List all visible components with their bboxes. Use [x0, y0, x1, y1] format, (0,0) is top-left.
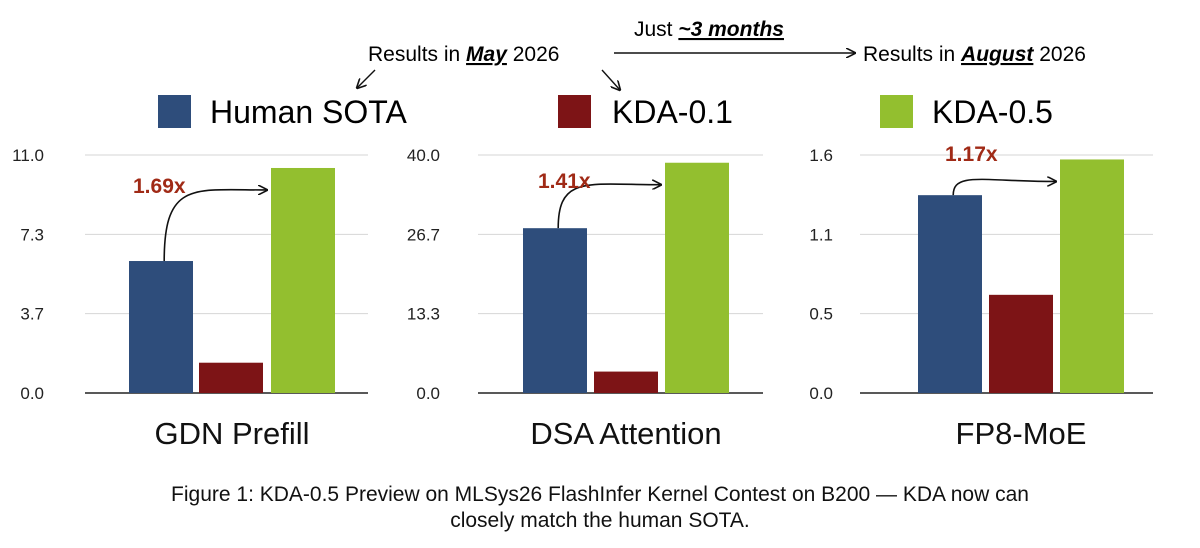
bar-kda-0-1 [989, 294, 1053, 393]
caption-line-2: closely match the human SOTA. [450, 509, 750, 532]
legend-label-kda-0-1: KDA-0.1 [612, 94, 733, 130]
y-tick-label: 0.5 [809, 305, 833, 324]
caption-line-1: Figure 1: KDA-0.5 Preview on MLSys26 Fla… [171, 483, 1029, 506]
y-tick-label: 0.0 [20, 384, 44, 403]
chart-title: GDN Prefill [154, 416, 309, 451]
legend-label-human-sota: Human SOTA [210, 94, 407, 130]
legend-swatch-kda-0-5 [880, 95, 913, 128]
duration-label: Just ~3 months [634, 18, 784, 41]
bar-human-sota [523, 228, 587, 393]
speedup-arrow [557, 184, 661, 229]
bar-kda-0-1 [199, 362, 263, 393]
y-tick-label: 1.1 [809, 225, 833, 244]
y-tick-label: 0.0 [809, 384, 833, 403]
y-tick-label: 7.3 [20, 225, 44, 244]
right-results-label: Results in August 2026 [863, 43, 1086, 66]
left-results-label: Results in May 2026 [368, 43, 559, 66]
chart-title: FP8-MoE [956, 416, 1087, 451]
speedup-arrow [952, 179, 1056, 196]
speedup-label: 1.17x [945, 143, 998, 166]
bar-kda-0-1 [594, 371, 658, 393]
y-tick-label: 26.7 [407, 225, 440, 244]
speedup-arrow [163, 190, 267, 262]
chart-0: 0.0 3.7 7.3 11.0 1.69x GDN Prefill [12, 146, 368, 451]
bar-kda-0-5 [1060, 159, 1124, 393]
bar-kda-0-5 [665, 162, 729, 393]
chart-title: DSA Attention [530, 416, 721, 451]
y-tick-label: 1.6 [809, 146, 833, 165]
pointer-arrow-left [357, 69, 376, 88]
legend-swatch-kda-0-1 [558, 95, 591, 128]
timeline-annotation: Results in May 2026 Just ~3 months Resul… [357, 18, 1086, 90]
chart-1: 0.0 13.3 26.7 40.0 1.41x DSA Attention [407, 146, 763, 451]
bar-kda-0-5 [271, 167, 335, 393]
legend: Human SOTA KDA-0.1 KDA-0.5 [158, 94, 1053, 130]
speedup-label: 1.69x [133, 175, 186, 198]
charts-group: 0.0 3.7 7.3 11.0 1.69x GDN Prefill 0.0 13.3 26.7… [12, 143, 1153, 451]
y-tick-label: 13.3 [407, 305, 440, 324]
figure-canvas: Results in May 2026 Just ~3 months Resul… [12, 18, 1153, 451]
speedup-label: 1.41x [538, 170, 591, 193]
legend-label-kda-0-5: KDA-0.5 [932, 94, 1053, 130]
y-tick-label: 0.0 [416, 384, 440, 403]
figure-caption: Figure 1: KDA-0.5 Preview on MLSys26 Fla… [0, 482, 1200, 534]
legend-swatch-human-sota [158, 95, 191, 128]
bar-human-sota [129, 261, 193, 393]
y-tick-label: 3.7 [20, 305, 44, 324]
chart-2: 0.0 0.5 1.1 1.6 1.17x FP8-MoE [809, 143, 1153, 451]
pointer-arrow-right [601, 69, 620, 90]
y-tick-label: 11.0 [12, 146, 44, 165]
y-tick-label: 40.0 [407, 146, 440, 165]
bar-human-sota [918, 195, 982, 393]
